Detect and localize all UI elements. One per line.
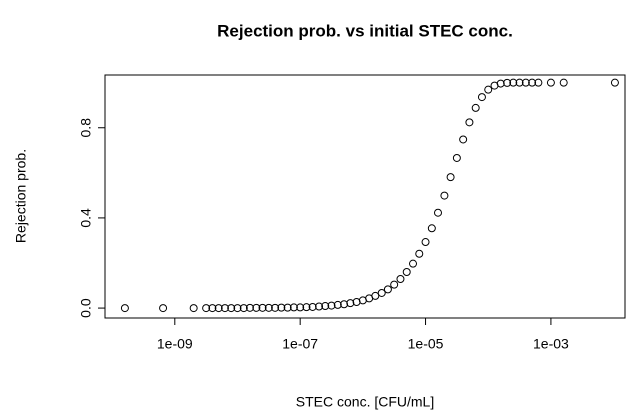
point [409,259,418,268]
point [258,303,267,312]
point [302,303,311,312]
point [465,118,474,127]
point [159,304,168,313]
point [477,93,486,102]
point [252,303,261,312]
point [239,304,248,313]
point [346,299,355,308]
point [327,301,336,310]
chart-title: Rejection prob. vs initial STEC conc. [217,21,513,40]
point [321,302,330,311]
y-tick-label: 0.0 [78,298,94,318]
point [421,238,430,247]
point [233,304,242,313]
point [245,303,254,312]
point [289,303,298,312]
point [377,288,386,297]
point [521,78,530,87]
point [415,249,424,258]
point [610,78,619,87]
point [214,304,223,313]
point [120,304,129,313]
point [433,208,442,217]
point [283,303,292,312]
point [371,291,380,300]
x-tick-label: 1e-03 [533,336,569,352]
point [402,268,411,277]
point [333,300,342,309]
point [383,285,392,294]
x-tick-label: 1e-07 [282,336,318,352]
point [271,303,280,312]
point [446,173,455,182]
point [315,302,324,311]
y-tick-label: 0.4 [78,208,94,228]
point [227,304,236,313]
point [308,302,317,311]
point [496,79,505,88]
x-tick-label: 1e-09 [157,336,193,352]
point [208,304,217,313]
point [202,304,211,313]
point [396,275,405,284]
point [559,78,568,87]
point [264,303,273,312]
point [390,280,399,289]
point [471,103,480,112]
point [515,78,524,87]
point [277,303,286,312]
point [459,135,468,144]
point [189,304,198,313]
point [452,153,461,162]
point [220,304,229,313]
point [340,300,349,309]
point [503,78,512,87]
point [484,85,493,94]
y-tick-label: 0.8 [78,118,94,138]
point [509,78,518,87]
point [296,303,305,312]
point [528,78,537,87]
x-axis-label: STEC conc. [CFU/mL] [296,394,434,410]
point [546,78,555,87]
y-axis-label: Rejection prob. [13,149,29,243]
point [427,224,436,233]
point [440,191,449,200]
point [534,78,543,87]
x-tick-label: 1e-05 [408,336,444,352]
plot-frame [104,74,626,319]
